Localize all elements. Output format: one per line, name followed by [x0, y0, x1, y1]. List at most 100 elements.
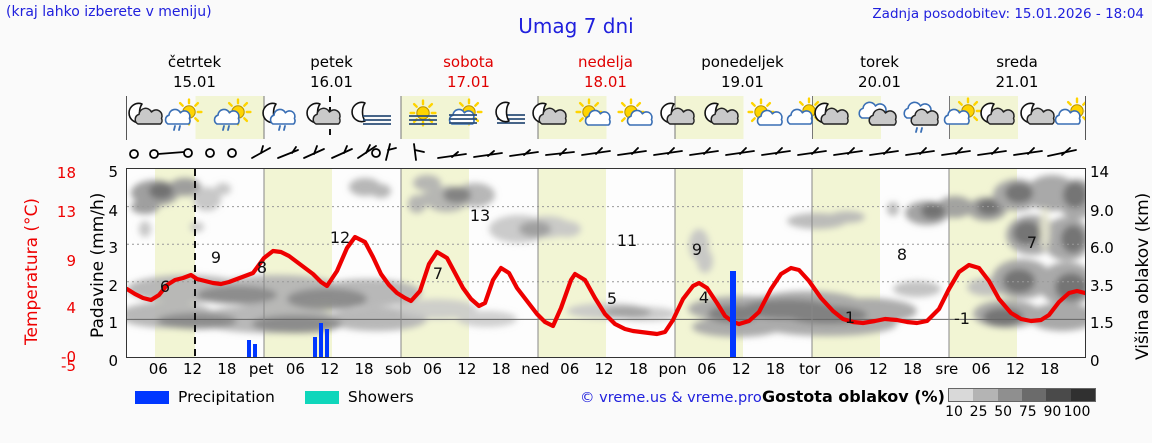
cloud-density-scale: [948, 388, 1096, 402]
temperature-label-max-13: 7: [1026, 233, 1038, 252]
day-header-sobota: sobota 17.01: [400, 52, 537, 94]
x-tick-18-6: 18: [354, 360, 374, 378]
cloud-density-tick-10: 10: [945, 404, 963, 420]
temperature-label-min-12: -1: [954, 309, 970, 328]
temperature-tick-2: 9: [66, 252, 76, 270]
day-name: sreda: [996, 53, 1038, 71]
meteogram-plot[interactable]: 6 9 8 12 7 13 5 11 4 9 1 8 -1 7: [126, 168, 1086, 358]
precipitation-swatch: [135, 390, 169, 404]
cloud-density-swatch-25: [973, 389, 998, 401]
day-date: 21.01: [995, 73, 1039, 92]
x-tick-06-24: 06: [971, 360, 991, 378]
precipitation-label: Precipitation: [178, 388, 275, 406]
x-tick-06-8: 06: [423, 360, 443, 378]
temperature-tick-0: 18: [56, 164, 76, 182]
cloud-density-swatch-50: [997, 389, 1022, 401]
precipitation-tick-0: 5: [108, 163, 118, 181]
temperature-tick-5: -5: [61, 357, 76, 375]
day-name: torek: [860, 53, 899, 71]
x-tick-18-22: 18: [903, 360, 923, 378]
temperature-label-min-6: 5: [606, 289, 618, 308]
temperature-label-max-9: 9: [691, 240, 703, 259]
temperature-tick-4: -0: [61, 348, 76, 366]
cloud-height-tick-2: 6.0: [1090, 239, 1114, 257]
temperature-axis-title: Temperatura (°C): [22, 197, 42, 345]
legend-item-showers: Showers: [304, 388, 414, 406]
legend-item-precipitation: Precipitation: [135, 388, 275, 406]
day-name: četrtek: [167, 53, 222, 71]
temperature-label-max-1: 9: [210, 248, 222, 267]
cloud-height-tick-4: 1.5: [1090, 314, 1114, 332]
x-tick-12-13: 12: [594, 360, 614, 378]
meteogram-svg: [127, 169, 1085, 357]
cloud-density-tick-75: 75: [1018, 404, 1037, 420]
day-header-petek: petek 16.01: [263, 52, 400, 94]
x-tick-06-20: 06: [834, 360, 854, 378]
temperature-curve: [127, 234, 742, 337]
x-tick-12-21: 12: [868, 360, 888, 378]
x-tick-12-25: 12: [1005, 360, 1025, 378]
x-tick-18-10: 18: [491, 360, 511, 378]
day-header-row: četrtek 15.01 petek 16.01 sobota 17.01 nedelja…: [126, 52, 1086, 94]
temperature-tick-1: 13: [56, 203, 76, 221]
temperature-label-max-11: 8: [896, 245, 908, 264]
day-date: 15.01: [173, 73, 216, 92]
day-header-nedelja: nedelja 18.01: [537, 52, 674, 94]
day-separators: [263, 169, 950, 357]
x-tick-12-9: 12: [457, 360, 477, 378]
temperature-label-min-10: 1: [844, 308, 856, 327]
day-date: 20.01: [858, 73, 901, 92]
x-tick-06-16: 06: [697, 360, 717, 378]
cloud-height-tick-0: 14: [1090, 163, 1110, 181]
precipitation-tick-1: 4: [108, 202, 118, 220]
x-tick-18-2: 18: [217, 360, 237, 378]
weather-symbols-svg: [128, 96, 1091, 139]
day-name: sobota: [443, 53, 494, 71]
cloud-height-axis-title: Višina oblakov (km): [1133, 192, 1152, 360]
cloud-height-tick-3: 3.5: [1090, 277, 1114, 295]
temperature-label-max-3: 12: [329, 228, 351, 247]
wind-barb-band: [126, 140, 1086, 168]
x-tick-18-18: 18: [765, 360, 785, 378]
cloud-height-tick-1: 9.0: [1090, 202, 1114, 220]
day-name: nedelja: [577, 53, 633, 71]
x-tick-tor-19: tor: [799, 360, 821, 378]
temperature-label-min-4: 7: [432, 264, 444, 283]
x-tick-12-17: 12: [731, 360, 751, 378]
page-title: Umag 7 dni: [518, 14, 634, 38]
x-tick-sre-23: sre: [935, 360, 959, 378]
cloud-density-swatch-100: [1070, 389, 1095, 401]
x-tick-18-26: 18: [1040, 360, 1060, 378]
cloud-density-tick-25: 25: [969, 404, 988, 420]
precipitation-bar-peak: [730, 271, 736, 357]
cloud-density-legend-title: Gostota oblakov (%): [762, 387, 945, 406]
temperature-tick-3: 4: [66, 299, 76, 317]
x-tick-sob-7: sob: [385, 360, 412, 378]
copyright-text[interactable]: © vreme.us & vreme.pro: [580, 390, 762, 406]
temperature-label-min-2: 8: [256, 258, 268, 277]
day-date: 16.01: [310, 73, 353, 92]
temperature-label-max-5: 13: [469, 206, 491, 225]
cloud-density-scale-labels: 10 25 50 75 90 100: [942, 404, 1107, 422]
showers-swatch: [304, 390, 339, 404]
wind-barbs-svg: [129, 143, 1077, 161]
showers-label: Showers: [347, 388, 414, 406]
weather-symbol-band: [126, 96, 1091, 140]
precipitation-tick-3: 2: [108, 277, 118, 295]
cloud-density-swatch-10: [949, 389, 974, 401]
cloud-density-tick-90: 90: [1043, 404, 1062, 420]
x-tick-12-5: 12: [320, 360, 340, 378]
cloud-density-tick-50: 50: [994, 404, 1013, 420]
x-tick-pet-3: pet: [248, 360, 274, 378]
precipitation-tick-5: 0: [108, 352, 118, 370]
x-tick-12-1: 12: [183, 360, 203, 378]
day-date: 19.01: [721, 73, 764, 92]
precipitation-tick-2: 3: [108, 239, 118, 257]
x-tick-pon-15: pon: [658, 360, 687, 378]
menu-hint-text: (kraj lahko izberete v meniju): [6, 4, 212, 20]
day-date: 17.01: [447, 73, 490, 92]
x-axis-labels: 06 12 18 pet 06 12 18 sob 06 12 18 ned 06 12 18 pon 06 12…: [126, 360, 1086, 382]
day-header-torek: torek 20.01: [811, 52, 948, 94]
x-tick-ned-11: ned: [521, 360, 550, 378]
temperature-label-min-8: 4: [698, 288, 710, 307]
